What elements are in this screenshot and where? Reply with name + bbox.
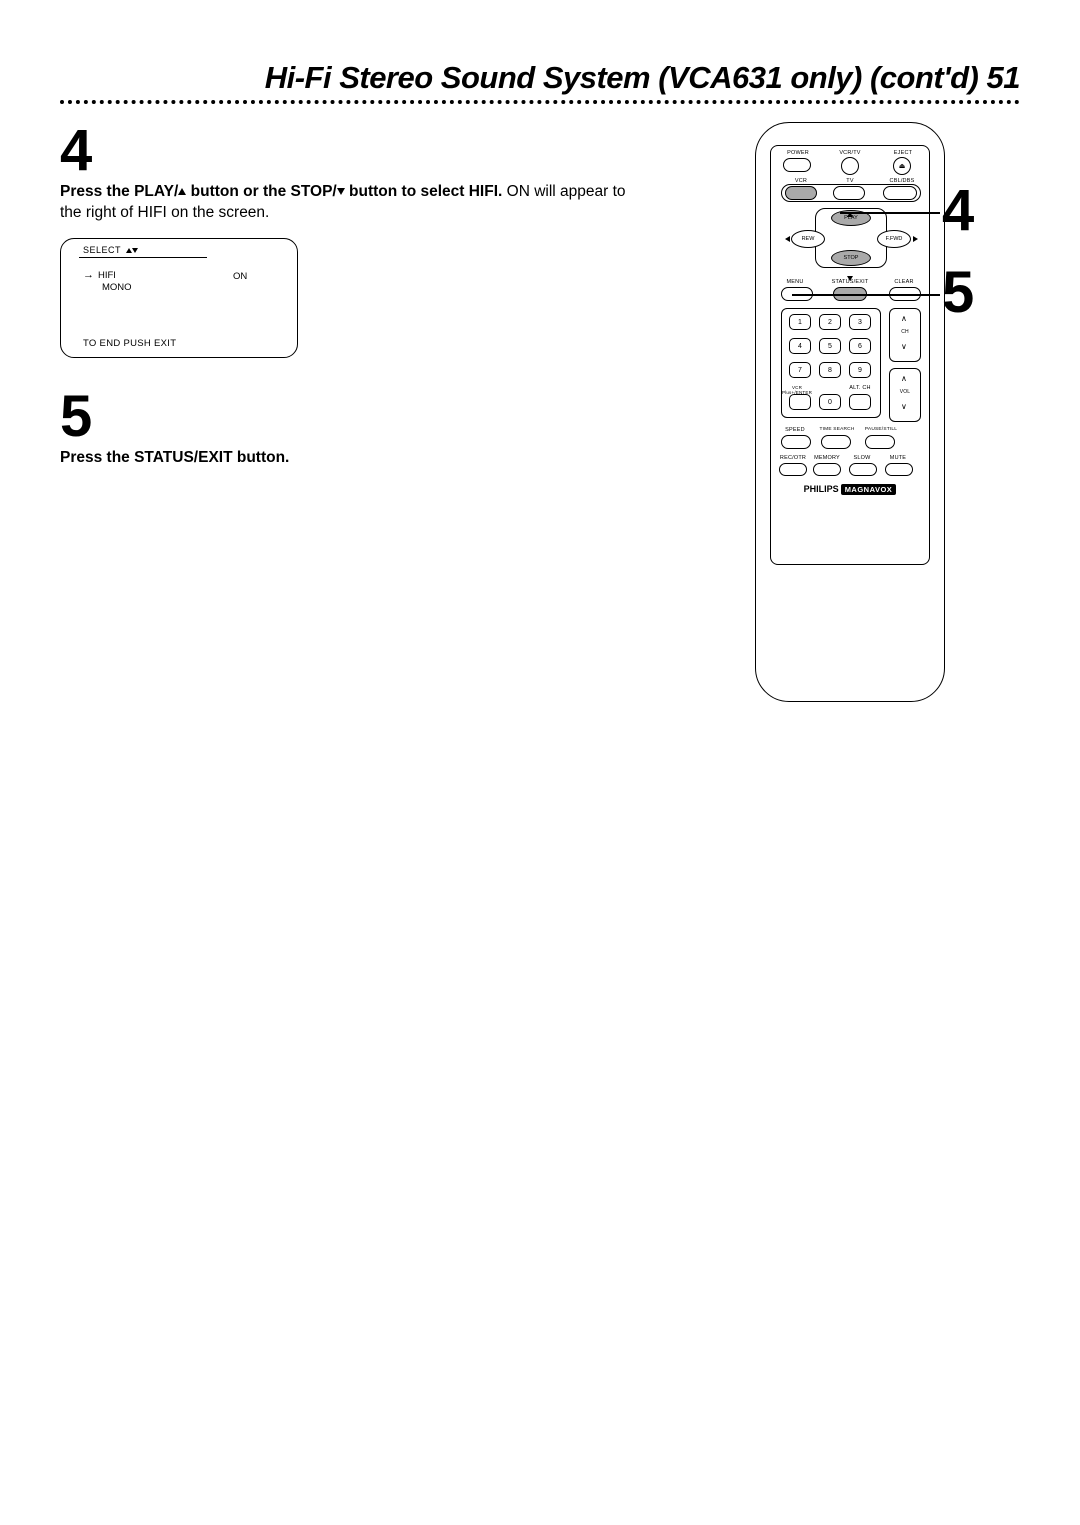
osd-hifi-row: HIFI — [83, 269, 116, 281]
osd-select-label: SELECT — [83, 245, 138, 255]
callout-number-4: 4 — [942, 182, 974, 240]
header-dotline — [60, 100, 1020, 104]
rew-left-icon — [785, 236, 790, 242]
stop-button[interactable]: STOP — [831, 250, 871, 266]
altch-label: ALT. CH — [847, 386, 873, 392]
header-title: Hi-Fi Stereo Sound System (VCA631 only) … — [265, 60, 979, 95]
num-0[interactable]: 0 — [819, 394, 841, 410]
step-number-5: 5 — [60, 388, 650, 446]
step-number-4: 4 — [60, 122, 650, 180]
eject-button[interactable]: ⏏ — [893, 157, 911, 175]
recotr-label: REC/OTR — [779, 456, 807, 462]
osd-down-icon — [132, 248, 138, 253]
rew-button[interactable]: REW — [791, 230, 825, 248]
pausestill-button[interactable] — [865, 435, 895, 449]
callout-number-5: 5 — [942, 264, 974, 322]
vcr-label: VCR — [791, 179, 811, 185]
brand-philips: PHILIPS — [804, 484, 839, 494]
speed-label: SPEED — [781, 428, 809, 434]
num-1[interactable]: 1 — [789, 314, 811, 330]
timesearch-label: TIME SEARCH — [817, 428, 857, 433]
timesearch-button[interactable] — [821, 435, 851, 449]
mute-label: MUTE — [885, 456, 911, 462]
slow-label: SLOW — [849, 456, 875, 462]
tv-label: TV — [841, 179, 859, 185]
callout-line-5 — [792, 294, 940, 296]
pausestill-label: PAUSE/STILL — [861, 428, 901, 433]
slow-button[interactable] — [849, 463, 877, 476]
ch-down-icon[interactable]: ∨ — [901, 342, 907, 351]
vcrtv-label: VCR/TV — [835, 151, 865, 157]
brand-row: PHILIPSMAGNAVOX — [771, 484, 929, 494]
brand-magnavox: MAGNAVOX — [841, 484, 897, 495]
num-3[interactable]: 3 — [849, 314, 871, 330]
osd-on-value: ON — [233, 271, 247, 282]
clear-label: CLEAR — [889, 280, 919, 286]
power-button[interactable] — [783, 158, 811, 172]
vcrtv-button[interactable] — [841, 157, 859, 175]
num-2[interactable]: 2 — [819, 314, 841, 330]
cbldbs-label: CBL/DBS — [885, 179, 919, 185]
vcrplus-button[interactable] — [789, 394, 811, 410]
osd-footer: TO END PUSH EXIT — [83, 338, 176, 349]
ch-label: CH — [891, 330, 919, 335]
osd-underline — [79, 257, 207, 258]
osd-mono-row: MONO — [102, 282, 132, 293]
step-5-text: Press the STATUS/EXIT button. — [60, 448, 650, 469]
eject-label: EJECT — [889, 151, 917, 157]
osd-screen: SELECT HIFI MONO ON TO END PUSH EXIT — [60, 238, 298, 358]
num-4[interactable]: 4 — [789, 338, 811, 354]
cbldbs-button[interactable] — [883, 186, 917, 200]
vol-down-icon[interactable]: ∨ — [901, 402, 907, 411]
mute-button[interactable] — [885, 463, 913, 476]
num-9[interactable]: 9 — [849, 362, 871, 378]
vol-up-icon[interactable]: ∧ — [901, 374, 907, 383]
page-number: 51 — [987, 60, 1020, 95]
recotr-button[interactable] — [779, 463, 807, 476]
power-label: POWER — [783, 151, 813, 157]
step-4-text: Press the PLAY/ button or the STOP/ butt… — [60, 182, 650, 224]
vcr-button[interactable] — [785, 186, 817, 200]
altch-button[interactable] — [849, 394, 871, 410]
page-header: Hi-Fi Stereo Sound System (VCA631 only) … — [60, 60, 1020, 96]
speed-button[interactable] — [781, 435, 811, 449]
tv-button[interactable] — [833, 186, 865, 200]
ffwd-button[interactable]: F.FWD — [877, 230, 911, 248]
num-7[interactable]: 7 — [789, 362, 811, 378]
remote-control: POWER VCR/TV EJECT ⏏ VCR TV CBL/DBS — [755, 122, 945, 702]
memory-label: MEMORY — [813, 456, 841, 462]
num-5[interactable]: 5 — [819, 338, 841, 354]
num-6[interactable]: 6 — [849, 338, 871, 354]
num-8[interactable]: 8 — [819, 362, 841, 378]
ffwd-right-icon — [913, 236, 918, 242]
ch-up-icon[interactable]: ∧ — [901, 314, 907, 323]
statusexit-label: STATUS/EXIT — [823, 280, 877, 286]
stop-down-icon — [337, 188, 345, 195]
callout-line-4 — [840, 212, 940, 214]
vol-label: VOL — [891, 390, 919, 395]
menu-label: MENU — [781, 280, 809, 286]
remote-inner-panel: POWER VCR/TV EJECT ⏏ VCR TV CBL/DBS — [770, 145, 930, 565]
memory-button[interactable] — [813, 463, 841, 476]
